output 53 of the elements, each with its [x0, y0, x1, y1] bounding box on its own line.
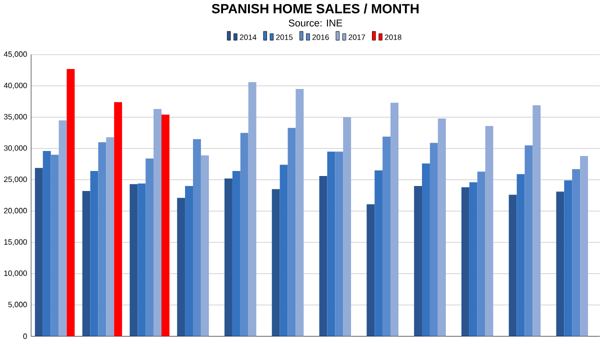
bar	[162, 114, 170, 336]
bar	[42, 151, 51, 336]
bar	[374, 170, 383, 336]
bar	[461, 187, 470, 336]
bar	[177, 198, 186, 336]
bar	[240, 132, 248, 336]
bar	[185, 186, 193, 336]
bar	[485, 126, 494, 336]
bar	[34, 168, 43, 336]
bar	[430, 142, 438, 336]
bar	[477, 172, 486, 336]
bar	[66, 69, 75, 336]
bar	[200, 155, 209, 336]
bar	[422, 164, 430, 336]
bar	[232, 171, 240, 336]
bar	[414, 186, 422, 336]
bar	[580, 156, 588, 336]
bar	[572, 169, 580, 336]
bar	[366, 204, 375, 336]
bar	[130, 184, 138, 336]
bar	[50, 154, 59, 336]
bar	[516, 174, 525, 336]
bar	[532, 105, 541, 336]
bar	[382, 136, 390, 336]
bar	[296, 89, 304, 336]
bar	[524, 145, 533, 336]
bar	[114, 102, 122, 336]
bar	[192, 139, 201, 336]
bar	[138, 184, 146, 336]
bar	[98, 142, 106, 336]
bar	[58, 120, 67, 336]
bar	[154, 109, 162, 336]
bar	[343, 117, 352, 336]
chart-subtitle: Source: INE	[288, 20, 342, 27]
bar	[327, 152, 336, 336]
bar	[288, 128, 296, 336]
bar	[469, 182, 478, 336]
bar	[82, 191, 90, 336]
bar	[248, 82, 256, 336]
bar	[438, 118, 446, 336]
bar	[280, 164, 288, 336]
bar	[146, 158, 154, 336]
bar	[556, 192, 564, 336]
bar	[390, 102, 398, 336]
bar	[224, 178, 232, 336]
bar	[564, 180, 572, 336]
bar	[508, 194, 517, 336]
bar	[272, 189, 280, 336]
bar	[106, 137, 114, 336]
bar	[335, 152, 344, 336]
chart-title: SPANISH HOME SALES / MONTH	[212, 4, 419, 14]
bar	[90, 171, 98, 336]
bar	[319, 176, 328, 336]
